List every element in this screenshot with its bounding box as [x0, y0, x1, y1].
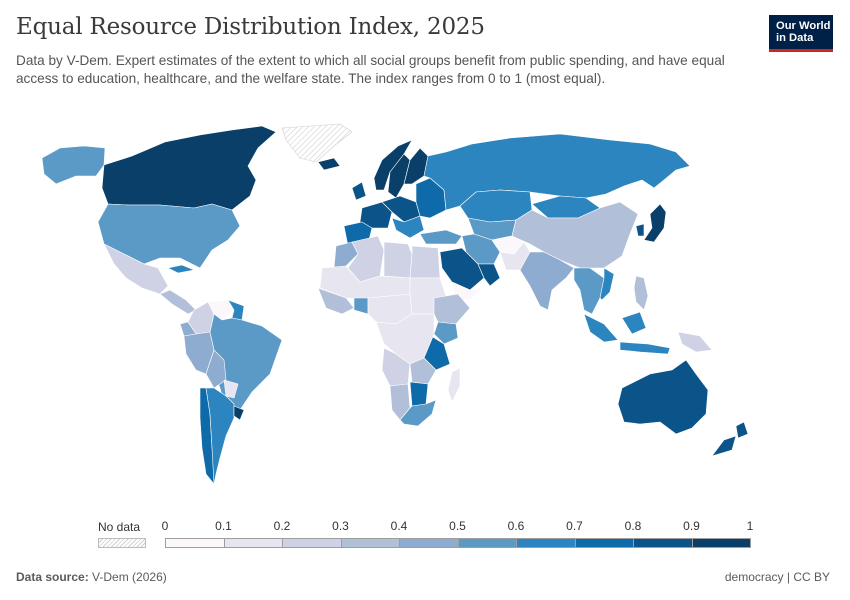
- region-dr-congo[interactable]: [375, 313, 435, 365]
- region-iceland[interactable]: [317, 157, 341, 171]
- region-libya[interactable]: [383, 241, 413, 279]
- region-china[interactable]: [511, 201, 639, 269]
- region-saudi-arabia[interactable]: [439, 247, 485, 291]
- legend-tick-label: 0.2: [273, 519, 291, 533]
- region-vietnam[interactable]: [599, 267, 615, 301]
- region-south-africa[interactable]: [399, 399, 437, 427]
- region-central-america[interactable]: [159, 289, 197, 315]
- region-paraguay[interactable]: [223, 379, 239, 399]
- region-cuba[interactable]: [167, 264, 195, 274]
- logo-line-1: Our World: [776, 20, 831, 32]
- region-alaska[interactable]: [41, 145, 106, 185]
- legend-color-bin[interactable]: [165, 538, 225, 548]
- region-kenya[interactable]: [433, 321, 459, 345]
- region-egypt[interactable]: [409, 245, 441, 279]
- legend-color-bin[interactable]: [399, 538, 459, 548]
- region-ghana[interactable]: [353, 297, 369, 315]
- data-source: Data source: V-Dem (2026): [16, 570, 167, 584]
- owid-logo[interactable]: Our World in Data: [769, 15, 833, 52]
- legend-tick-label: 0.8: [624, 519, 642, 533]
- region-japan[interactable]: [643, 203, 667, 243]
- region-zambia[interactable]: [409, 357, 437, 385]
- legend-color-bin[interactable]: [340, 538, 400, 548]
- region-venezuela[interactable]: [207, 299, 235, 321]
- region-turkey[interactable]: [419, 229, 463, 245]
- region-madagascar[interactable]: [447, 367, 461, 403]
- region-india[interactable]: [519, 251, 575, 311]
- legend-tick-label: 0.3: [332, 519, 349, 533]
- legend-tick-label: 0.7: [566, 519, 583, 533]
- logo-line-2: in Data: [776, 32, 814, 44]
- legend-tick-label: 1: [746, 519, 754, 533]
- region-argentina[interactable]: [205, 387, 235, 485]
- region-russia[interactable]: [423, 133, 691, 211]
- region-southeast-asia[interactable]: [573, 267, 605, 315]
- region-indonesia[interactable]: [583, 311, 671, 355]
- legend-tick-label: 0.6: [507, 519, 525, 533]
- no-data-label: No data: [98, 520, 141, 534]
- region-canada[interactable]: [101, 125, 277, 211]
- region-philippines[interactable]: [633, 275, 649, 311]
- legend-tick-label: 0.5: [449, 519, 466, 533]
- region-australia[interactable]: [617, 359, 709, 435]
- data-source-value[interactable]: V-Dem (2026): [92, 570, 167, 584]
- legend-color-bin[interactable]: [633, 538, 693, 548]
- region-gulf-states[interactable]: [477, 263, 501, 287]
- legend-color-bin[interactable]: [223, 538, 283, 548]
- region-morocco[interactable]: [333, 241, 359, 269]
- color-legend: No data 0 0.1 0.2 0.3 0.4 0.5 0.6 0.7 0.8 0.9 1: [0, 515, 850, 555]
- region-botswana[interactable]: [409, 381, 429, 407]
- chart-subtitle: Data by V-Dem. Expert estimates of the e…: [16, 53, 725, 86]
- legend-color-bin[interactable]: [457, 538, 517, 548]
- data-source-label: Data source:: [16, 570, 89, 584]
- region-greenland[interactable]: [281, 123, 353, 163]
- legend-color-bin[interactable]: [516, 538, 576, 548]
- region-new-zealand[interactable]: [711, 421, 749, 457]
- region-mexico[interactable]: [103, 243, 169, 295]
- region-bolivia[interactable]: [205, 349, 227, 389]
- legend-tick-label: 0.4: [390, 519, 408, 533]
- world-map: [41, 123, 749, 485]
- legend-tick-label: 0.1: [215, 519, 232, 533]
- chart-title: Equal Resource Distribution Index, 2025: [16, 14, 485, 40]
- legend-color-bin[interactable]: [282, 538, 342, 548]
- footer-license[interactable]: democracy | CC BY: [724, 570, 830, 584]
- legend-color-bin[interactable]: [691, 538, 751, 548]
- no-data-swatch: [98, 538, 146, 548]
- legend-tick-label: 0.9: [683, 519, 700, 533]
- region-uruguay[interactable]: [233, 405, 245, 421]
- region-balkans[interactable]: [391, 215, 425, 239]
- region-south-korea[interactable]: [635, 223, 645, 237]
- legend-tick-label: 0: [161, 519, 169, 533]
- region-west-africa[interactable]: [317, 287, 355, 315]
- region-papua-new-guinea[interactable]: [677, 331, 713, 353]
- legend-color-bin[interactable]: [574, 538, 634, 548]
